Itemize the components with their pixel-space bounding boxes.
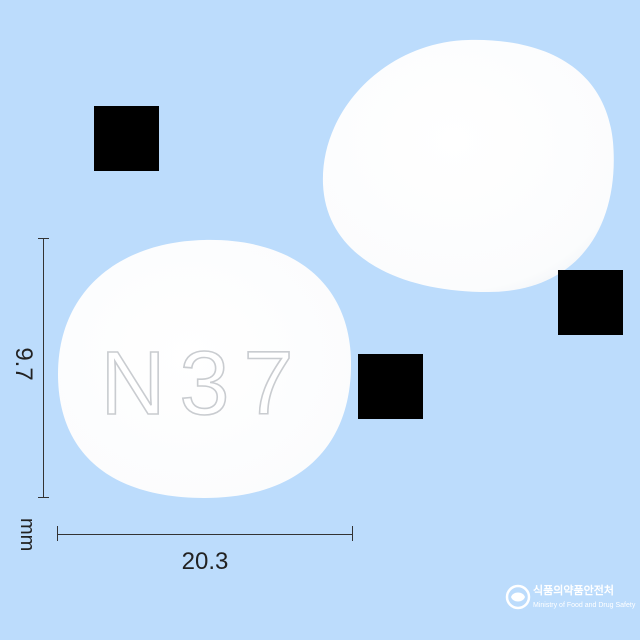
width-label: 20.3 xyxy=(181,548,229,575)
height-dimension-line xyxy=(43,238,44,498)
redaction-square xyxy=(94,106,159,171)
mfds-emblem-icon xyxy=(505,584,531,610)
height-label: 9.7 xyxy=(10,347,37,381)
height-dimension-tick xyxy=(38,238,49,239)
pill-imprint: N37 xyxy=(100,334,307,434)
width-dimension-tick xyxy=(57,526,58,541)
pill-front: N37 xyxy=(58,239,352,498)
mfds-logo: 식품의약품안전처 Ministry of Food and Drug Safet… xyxy=(505,580,635,620)
logo-english-text: Ministry of Food and Drug Safety xyxy=(533,602,636,609)
pill-back xyxy=(322,39,614,292)
width-dimension-line xyxy=(57,534,352,535)
height-dimension-tick xyxy=(38,497,49,498)
unit-label: mm xyxy=(16,518,38,552)
redaction-square xyxy=(358,354,423,419)
redaction-square xyxy=(558,270,623,335)
width-dimension-tick xyxy=(352,526,353,541)
logo-korean-text: 식품의약품안전처 xyxy=(533,585,614,597)
